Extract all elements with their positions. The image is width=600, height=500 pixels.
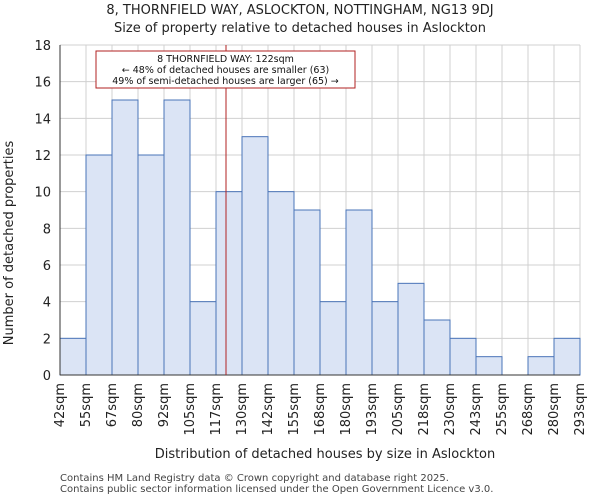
y-tick-label: 14 — [34, 112, 51, 127]
y-tick-label: 0 — [43, 369, 51, 384]
bar — [397, 282, 425, 376]
bars — [59, 99, 581, 376]
bar — [345, 209, 373, 376]
bar — [449, 337, 477, 376]
x-tick-label: 205sqm — [391, 383, 406, 436]
x-tick-labels: 42sqm 55sqm 67sqm 80sqm 92sqm 105sqm 117sqm 130… — [53, 383, 588, 436]
x-tick-label: 193sqm — [365, 383, 380, 436]
bar — [215, 191, 243, 376]
y-tick-label: 16 — [34, 76, 51, 91]
x-tick-label: 155sqm — [287, 383, 302, 436]
x-tick-label: 168sqm — [313, 383, 328, 436]
y-axis-label: Number of detached properties — [2, 141, 17, 346]
bar — [371, 301, 399, 376]
annotation-line: 49% of semi-detached houses are larger (… — [112, 76, 339, 87]
bar — [475, 356, 503, 376]
chart-subtitle: Size of property relative to detached ho… — [114, 21, 486, 36]
x-tick-label: 117sqm — [209, 383, 224, 436]
x-tick-label: 218sqm — [417, 383, 432, 436]
x-tick-label: 142sqm — [261, 383, 276, 436]
bar — [137, 154, 165, 376]
bar — [423, 319, 451, 376]
y-tick-label: 10 — [34, 186, 51, 201]
x-tick-label: 42sqm — [53, 383, 68, 427]
x-tick-label: 180sqm — [339, 383, 354, 436]
bar — [85, 154, 113, 376]
x-tick-label: 230sqm — [443, 383, 458, 436]
x-axis-label: Distribution of detached houses by size … — [155, 447, 495, 462]
y-tick-label: 6 — [43, 259, 51, 274]
x-tick-label: 255sqm — [495, 383, 510, 436]
bar — [111, 99, 139, 376]
bar — [553, 337, 581, 376]
bar — [527, 356, 555, 376]
x-tick-label: 243sqm — [469, 383, 484, 436]
footer-copyright: Contains HM Land Registry data © Crown c… — [60, 473, 449, 484]
x-tick-label: 280sqm — [547, 383, 562, 436]
property-marker: 8 THORNFIELD WAY: 122sqm← 48% of detache… — [95, 45, 356, 375]
y-tick-label: 4 — [43, 296, 51, 311]
x-tick-label: 92sqm — [157, 383, 172, 427]
bar — [267, 191, 295, 376]
x-tick-label: 67sqm — [105, 383, 120, 427]
y-tick-label: 12 — [34, 149, 51, 164]
y-tick-label: 18 — [34, 39, 51, 54]
annotation-line: 8 THORNFIELD WAY: 122sqm — [157, 54, 294, 65]
annotation-line: ← 48% of detached houses are smaller (63… — [122, 65, 329, 76]
x-tick-label: 293sqm — [573, 383, 588, 436]
bar — [319, 301, 347, 376]
x-tick-label: 80sqm — [131, 383, 146, 427]
annotation-box — [95, 50, 356, 89]
x-tick-label: 55sqm — [79, 383, 94, 427]
y-tick-labels: 0 2 4 6 8 10 12 14 16 18 — [34, 39, 51, 384]
bar — [59, 337, 87, 376]
y-tick-label: 8 — [43, 222, 51, 237]
y-tick-label: 2 — [43, 332, 51, 347]
chart-title: 8, THORNFIELD WAY, ASLOCKTON, NOTTINGHAM… — [106, 3, 494, 18]
bar — [241, 136, 269, 376]
bar — [163, 99, 191, 376]
x-tick-label: 268sqm — [521, 383, 536, 436]
x-tick-label: 105sqm — [183, 383, 198, 436]
x-tick-label: 130sqm — [235, 383, 250, 436]
bar — [293, 209, 321, 376]
axes — [59, 45, 580, 376]
footer-licence: Contains public sector information licen… — [60, 484, 494, 495]
bar — [189, 301, 217, 376]
